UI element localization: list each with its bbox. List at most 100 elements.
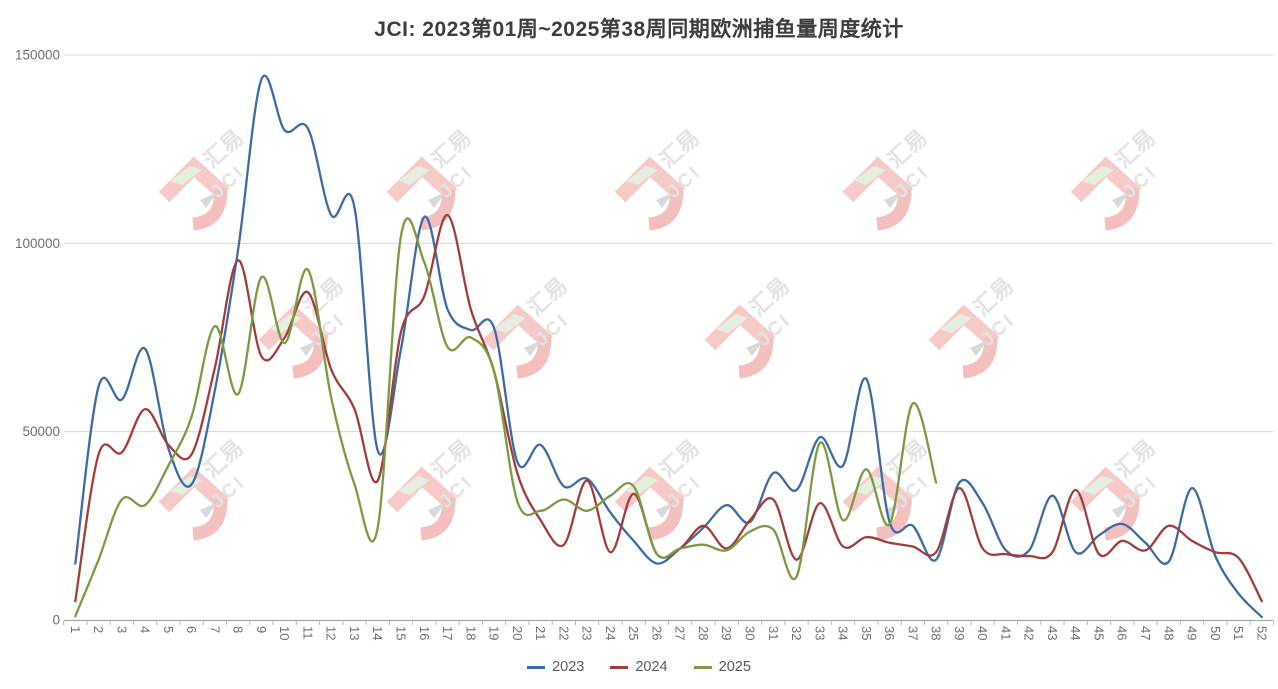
x-tick-label-week-29: 29 [719, 626, 734, 640]
y-tick-label-50000: 50000 [22, 424, 60, 439]
x-tick-label-week-8: 8 [231, 626, 246, 633]
watermark-hook-icon [386, 156, 458, 203]
legend-swatch-2024 [610, 665, 629, 669]
watermark-diamond-icon [854, 166, 886, 185]
x-tick-label-week-19: 19 [487, 626, 502, 640]
x-tick-label-week-14: 14 [370, 626, 385, 640]
x-tick-label-week-17: 17 [440, 626, 455, 640]
watermark-text-cn: 汇易 [199, 435, 248, 483]
series-line-2025 [74, 217, 938, 618]
watermark-triangle-icon [428, 502, 446, 518]
x-tick-label-week-52: 52 [1254, 626, 1269, 640]
x-tick-label-week-42: 42 [1022, 626, 1037, 640]
watermark-hook-icon [1070, 156, 1142, 203]
watermark-triangle-icon [970, 340, 988, 356]
watermark-hook-icon [158, 466, 230, 513]
x-tick-label-week-32: 32 [789, 626, 804, 640]
watermark-hook-icon [875, 498, 912, 541]
x-tick-label-week-7: 7 [207, 626, 222, 633]
x-tick-label-week-45: 45 [1091, 626, 1106, 640]
watermark-hook-icon [842, 156, 914, 203]
watermark-hook-icon [1103, 498, 1140, 541]
watermark-text-cn: 汇易 [655, 435, 704, 483]
watermark-hook-icon [1103, 188, 1140, 231]
watermark-diamond-icon [170, 166, 202, 185]
watermark-diamond-icon [940, 314, 972, 333]
y-tick-label-100000: 100000 [15, 236, 60, 251]
watermark-triangle-icon [300, 340, 318, 356]
x-tick-label-week-50: 50 [1208, 626, 1223, 640]
watermark-diamond-icon [854, 476, 886, 495]
x-tick-label-week-46: 46 [1115, 626, 1130, 640]
x-tick-label-week-33: 33 [812, 626, 827, 640]
legend: 2023 2024 2025 [0, 659, 1278, 675]
legend-item-2024: 2024 [610, 659, 668, 675]
x-tick-label-week-11: 11 [300, 626, 315, 640]
x-tick-label-week-49: 49 [1185, 626, 1200, 640]
x-tick-label-week-39: 39 [952, 626, 967, 640]
watermark-diamond-icon [626, 476, 658, 495]
watermark-triangle-icon [200, 502, 218, 518]
series-line-2024 [74, 213, 1263, 603]
x-tick-label-week-26: 26 [649, 626, 664, 640]
x-tick-label-week-21: 21 [533, 626, 548, 640]
x-tick-label-week-37: 37 [905, 626, 920, 640]
watermark-text-cn: 汇易 [523, 273, 572, 321]
x-tick-label-week-43: 43 [1045, 626, 1060, 640]
legend-swatch-2023 [527, 665, 546, 669]
watermark-diamond-icon [1082, 166, 1114, 185]
watermark-triangle-icon [1112, 192, 1130, 208]
watermark-text-cn: 汇易 [1111, 435, 1160, 483]
x-tick-label-week-48: 48 [1161, 626, 1176, 640]
watermark-hook-icon [386, 466, 458, 513]
watermark-text-cn: 汇易 [745, 273, 794, 321]
legend-label-2023: 2023 [552, 659, 585, 675]
x-tick-label-week-13: 13 [347, 626, 362, 640]
watermark-hook-icon [482, 304, 554, 351]
x-tick-label-week-27: 27 [673, 626, 688, 640]
x-tick-label-week-9: 9 [254, 626, 269, 633]
watermark-hook-icon [291, 336, 328, 379]
chart-title: JCI: 2023第01周~2025第38周同期欧洲捕鱼量周度统计 [374, 18, 904, 41]
x-tick-label-week-3: 3 [114, 626, 129, 633]
x-tick-label-week-47: 47 [1138, 626, 1153, 640]
x-tick-label-week-5: 5 [161, 626, 176, 633]
watermark-hook-icon [737, 336, 774, 379]
x-tick-label-week-15: 15 [394, 626, 409, 640]
watermark-hook-icon [647, 498, 684, 541]
watermark-hook-icon [842, 466, 914, 513]
legend-swatch-2025 [693, 665, 712, 669]
watermark-text-cn: 汇易 [655, 125, 704, 173]
x-tick-label-week-2: 2 [91, 626, 106, 633]
x-tick-label-week-51: 51 [1231, 626, 1246, 640]
x-tick-label-week-20: 20 [510, 626, 525, 640]
y-tick-label-0: 0 [52, 613, 60, 628]
watermark-diamond-icon [398, 476, 430, 495]
watermark-hook-icon [158, 156, 230, 203]
watermark-diamond-icon [494, 314, 526, 333]
x-tick-label-week-25: 25 [626, 626, 641, 640]
watermark-hook-icon [961, 336, 998, 379]
watermark-triangle-icon [656, 192, 674, 208]
x-tick-label-week-34: 34 [836, 626, 851, 640]
watermark-hook-icon [875, 188, 912, 231]
watermark-text-cn: 汇易 [883, 125, 932, 173]
x-tick-label-week-41: 41 [998, 626, 1013, 640]
watermark-diamond-icon [1082, 476, 1114, 495]
watermark-hook-icon [191, 188, 228, 231]
x-tick-label-week-1: 1 [68, 626, 83, 633]
legend-item-2025: 2025 [693, 659, 751, 675]
watermark-triangle-icon [428, 192, 446, 208]
x-tick-label-week-24: 24 [603, 626, 618, 640]
watermark-triangle-icon [884, 192, 902, 208]
watermark-text-cn: 汇易 [299, 273, 348, 321]
watermark-triangle-icon [200, 192, 218, 208]
watermark-hook-icon [1070, 466, 1142, 513]
